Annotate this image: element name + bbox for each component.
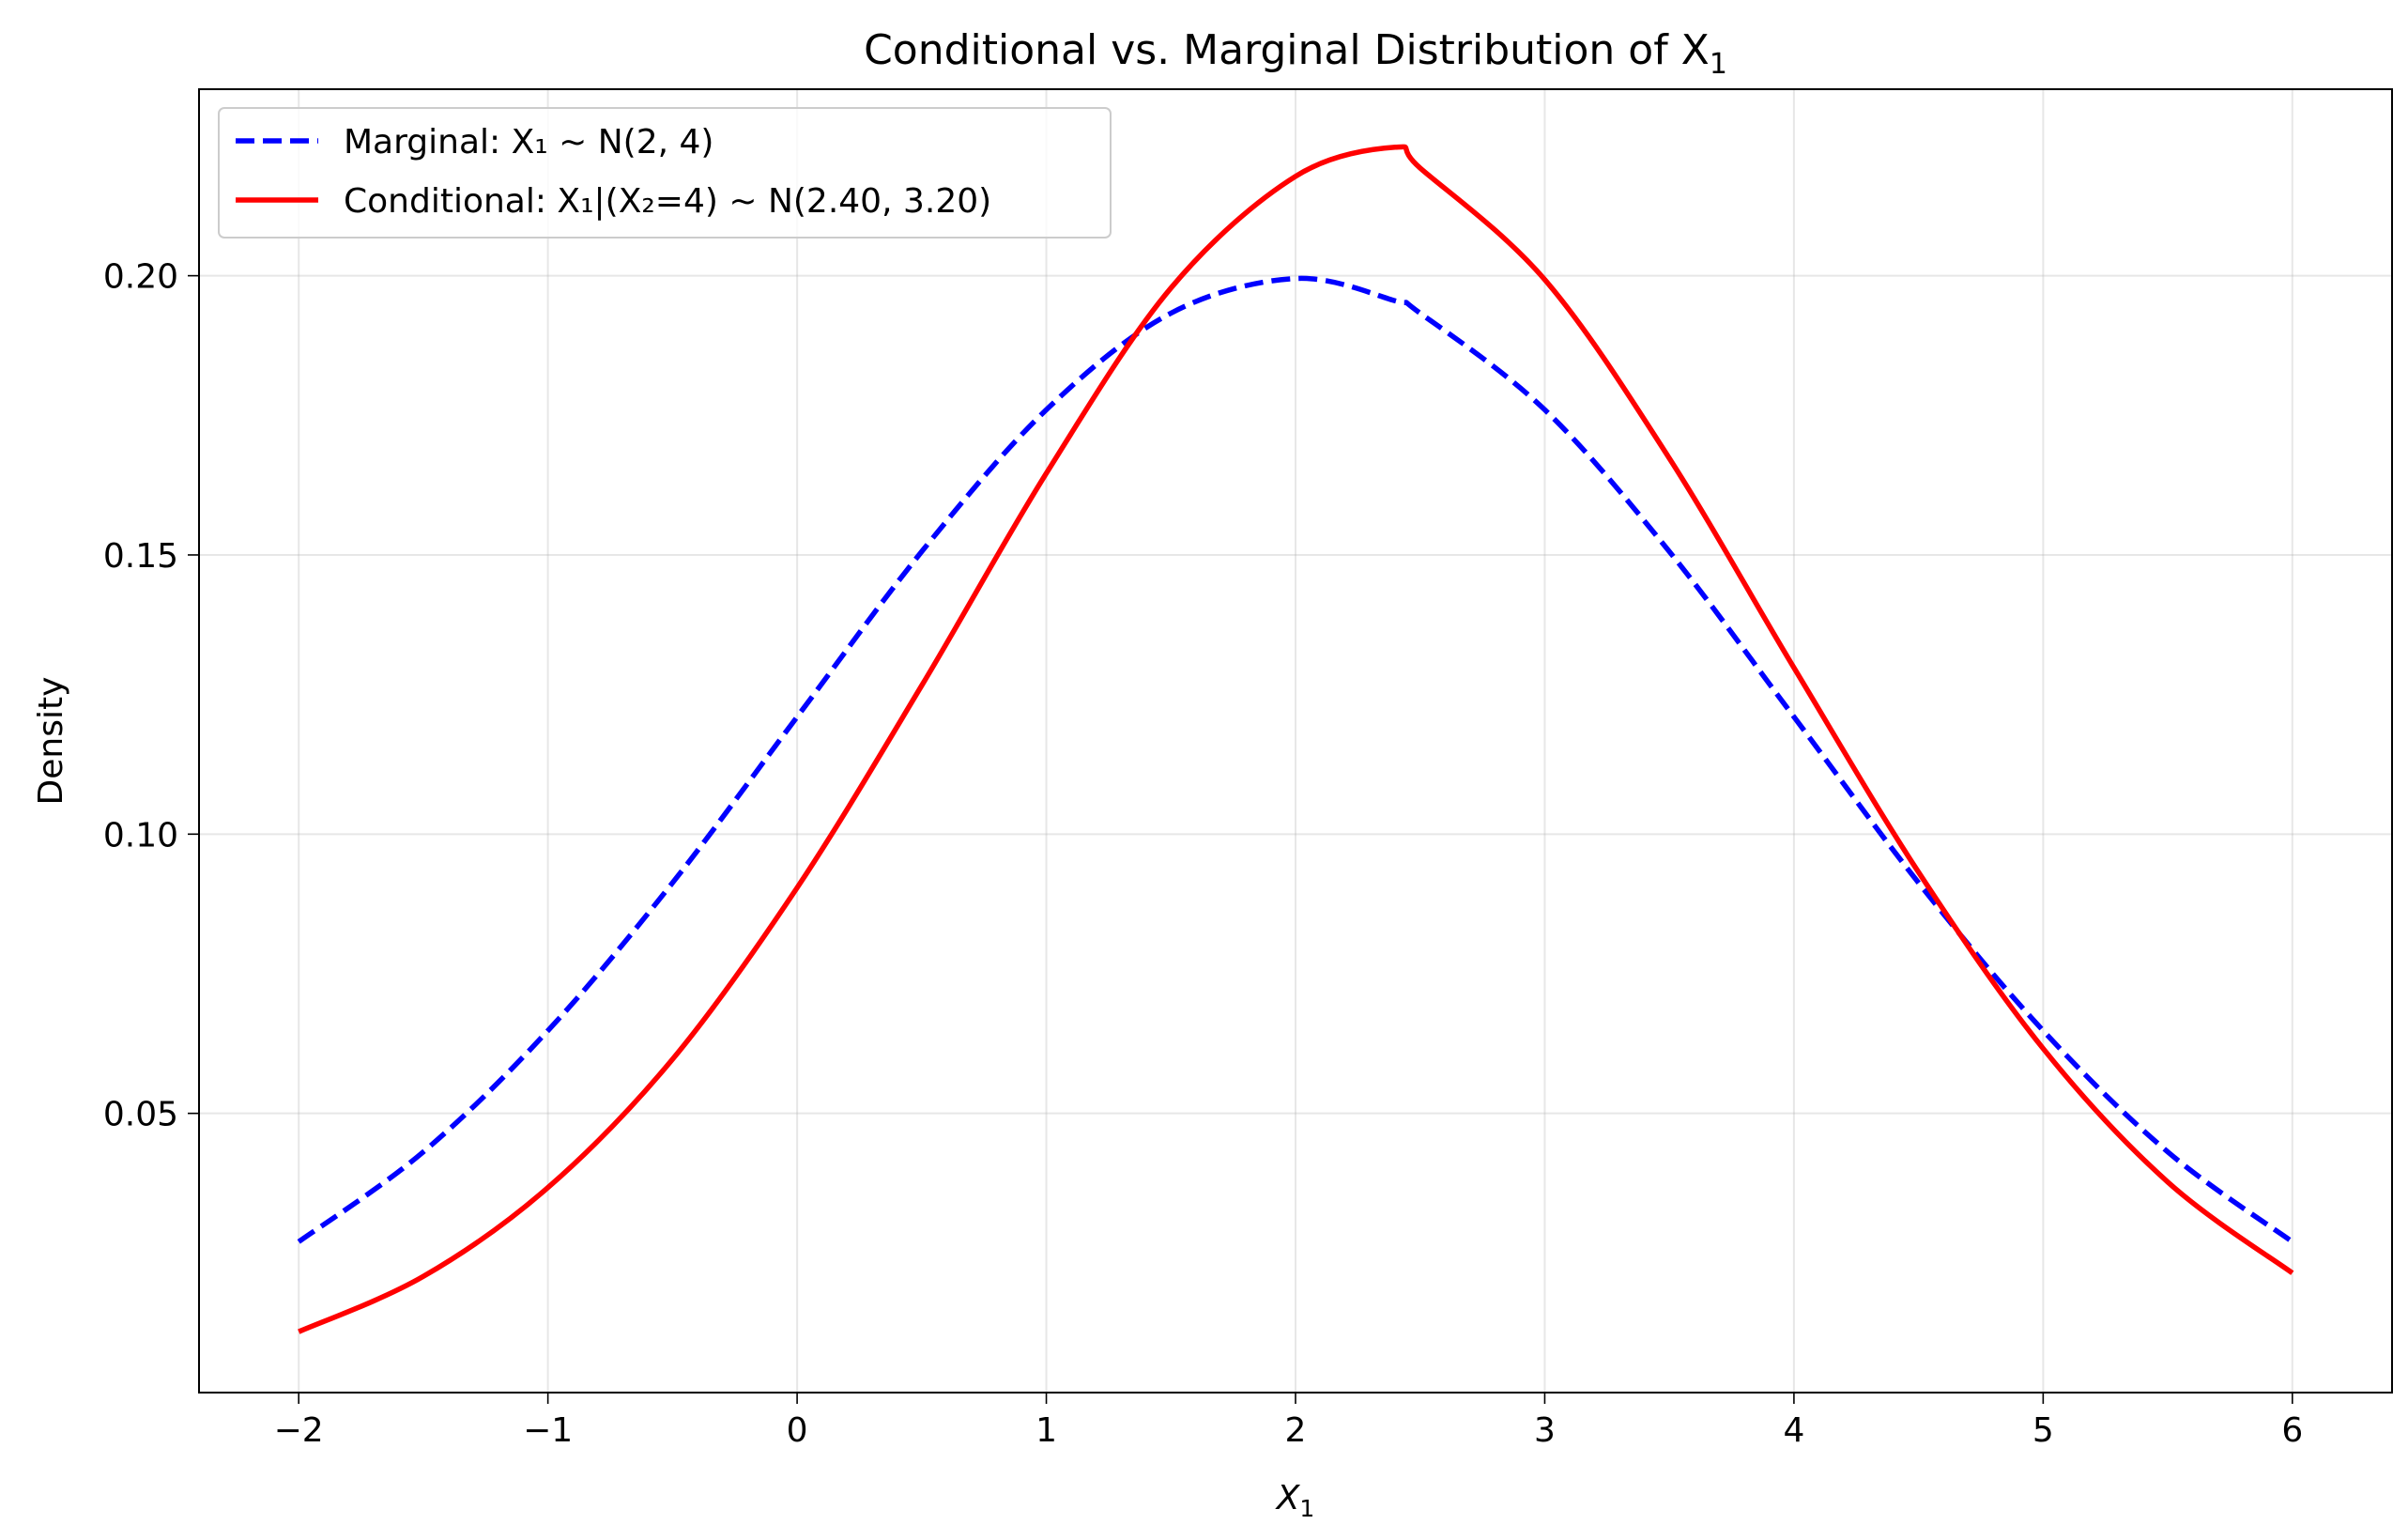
legend-conditional-label: Conditional: X₁|(X₂=4) ~ N(2.40, 3.20): [344, 182, 991, 221]
chart-title-subscript: 1: [1710, 48, 1727, 81]
x-tick-label: 5: [2032, 1411, 2054, 1450]
grid: [199, 89, 2392, 1393]
y-tick-label: 0.20: [103, 258, 178, 297]
marginal-series-line: [297, 275, 2294, 1244]
x-tick-label: 0: [787, 1411, 808, 1450]
y-axis-label: Density: [32, 677, 70, 806]
legend: Marginal: X₁ ~ N(2, 4) Conditional: X₁|(X…: [218, 107, 1112, 239]
x-tick-label: 3: [1534, 1411, 1556, 1450]
y-tick-label: 0.10: [103, 816, 178, 855]
x-axis-label-text: X: [1275, 1479, 1301, 1517]
axis-ticks: −2 −1 0 1 2 3 4 5 6 0.05 0.10 0.15 0.20: [103, 258, 2303, 1450]
x-tick-label: 4: [1783, 1411, 1804, 1450]
y-tick-label: 0.05: [103, 1096, 178, 1134]
legend-marginal-label: Marginal: X₁ ~ N(2, 4): [344, 123, 713, 162]
x-tick-label: −1: [523, 1411, 573, 1450]
series-lines: [297, 144, 2294, 1334]
x-tick-label: 1: [1035, 1411, 1057, 1450]
legend-box: [218, 107, 1112, 239]
y-tick-label: 0.15: [103, 537, 178, 576]
x-axis-label: X1: [1275, 1479, 1315, 1522]
chart-title: Conditional vs. Marginal Distribution of…: [864, 26, 1727, 81]
conditional-series-line: [298, 144, 2294, 1334]
x-tick-label: 6: [2281, 1411, 2303, 1450]
x-tick-label: −2: [274, 1411, 324, 1450]
x-axis-label-subscript: 1: [1299, 1495, 1314, 1522]
chart-title-text: Conditional vs. Marginal Distribution of…: [864, 26, 1710, 74]
x-tick-label: 2: [1285, 1411, 1307, 1450]
